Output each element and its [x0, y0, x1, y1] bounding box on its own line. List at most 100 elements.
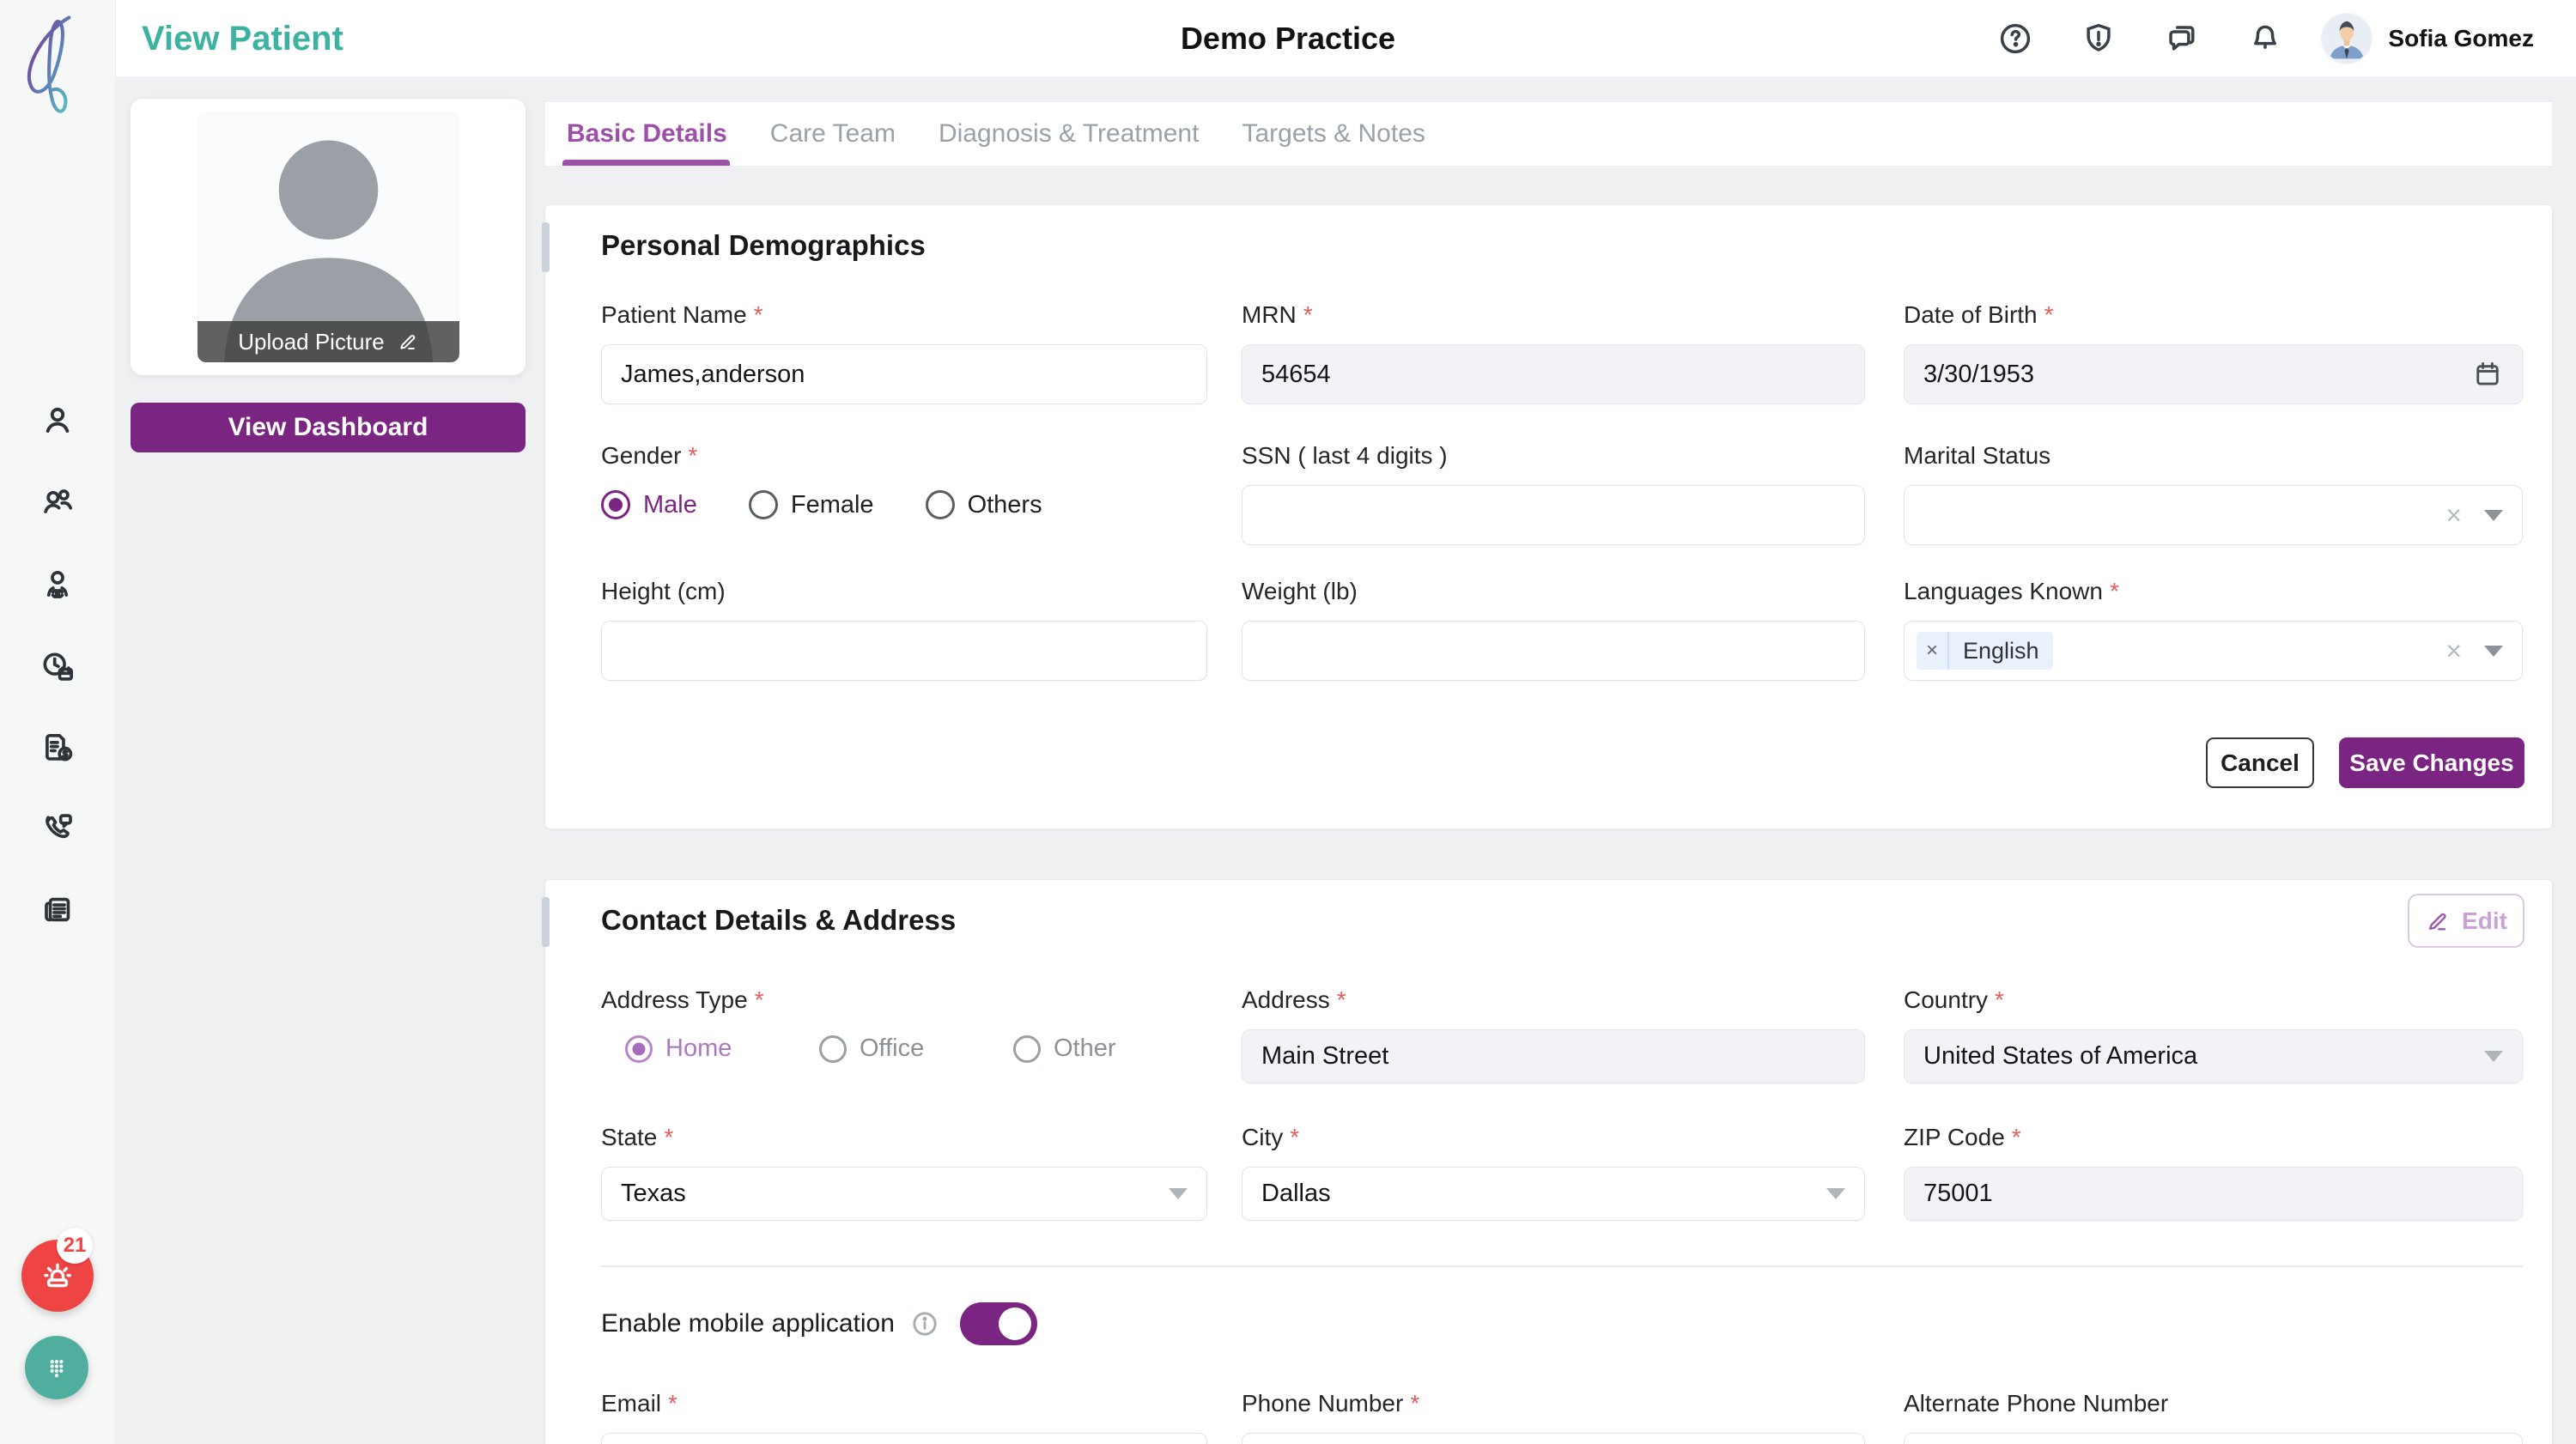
marital-status-label: Marital Status: [1904, 442, 2051, 469]
brand-logo-icon[interactable]: [15, 7, 101, 127]
upload-picture-label: Upload Picture: [238, 328, 385, 355]
country-select: United States of America: [1904, 1029, 2523, 1083]
patient-name-label: Patient Name: [601, 301, 747, 328]
help-icon[interactable]: [1997, 21, 2033, 57]
phone-label: Phone Number: [1242, 1390, 1404, 1417]
patient-photo-placeholder: Upload Picture: [197, 112, 459, 362]
field-address-type: Address Type * Home Office Other: [601, 983, 1207, 1063]
clear-icon[interactable]: ×: [2445, 635, 2462, 666]
mobile-app-toggle[interactable]: [959, 1302, 1037, 1345]
required-marker: *: [664, 1124, 674, 1150]
address-type-radio-other[interactable]: Other: [1013, 1034, 1207, 1063]
field-height: Height (cm): [601, 574, 1207, 681]
language-chip: × English: [1917, 632, 2053, 670]
field-email: Email *: [601, 1386, 1207, 1444]
patient-name-input[interactable]: James,anderson: [601, 344, 1207, 404]
chip-remove-icon[interactable]: ×: [1917, 632, 1949, 670]
tab-basic-details[interactable]: Basic Details: [567, 119, 727, 148]
mobile-app-toggle-label: Enable mobile application: [601, 1309, 895, 1338]
languages-multiselect[interactable]: × English ×: [1904, 621, 2523, 681]
radio-selected-icon: [601, 490, 630, 519]
save-changes-button[interactable]: Save Changes: [2339, 737, 2524, 788]
state-select: Texas: [601, 1167, 1207, 1221]
sidebar-item-schedule-icon[interactable]: [39, 648, 76, 686]
gender-label: Gender: [601, 442, 682, 469]
ssn-input[interactable]: [1242, 485, 1865, 545]
field-mrn: MRN * 54654: [1242, 298, 1865, 404]
gender-radio-female[interactable]: Female: [748, 490, 874, 519]
sidebar-item-billing-icon[interactable]: [39, 728, 76, 766]
cancel-button[interactable]: Cancel: [2206, 737, 2314, 788]
ssn-label: SSN ( last 4 digits ): [1242, 442, 1448, 469]
required-marker: *: [688, 442, 698, 469]
required-marker: *: [2044, 301, 2054, 328]
dob-label: Date of Birth: [1904, 301, 2038, 328]
chevron-down-icon: [1826, 1188, 1845, 1199]
weight-label: Weight (lb): [1242, 578, 1358, 604]
mobile-app-toggle-row: Enable mobile application: [601, 1302, 1037, 1345]
info-icon[interactable]: [910, 1309, 939, 1338]
address-type-radio-home[interactable]: Home: [625, 1034, 819, 1063]
clear-icon[interactable]: ×: [2445, 500, 2462, 531]
dob-input[interactable]: 3/30/1953: [1904, 344, 2523, 404]
mrn-input: 54654: [1242, 344, 1865, 404]
city-select: Dallas: [1242, 1167, 1865, 1221]
gender-radio-others[interactable]: Others: [925, 490, 1042, 519]
alt-phone-label: Alternate Phone Number: [1904, 1390, 2169, 1417]
required-marker: *: [754, 986, 764, 1013]
top-header: View Patient Demo Practice: [116, 0, 2576, 77]
weight-input[interactable]: [1242, 621, 1865, 681]
tab-care-team[interactable]: Care Team: [769, 119, 896, 148]
messages-icon[interactable]: [2164, 21, 2200, 57]
calendar-icon[interactable]: [2472, 359, 2503, 390]
pen-icon: [2429, 913, 2446, 930]
field-languages: Languages Known * × English ×: [1904, 574, 2523, 681]
alert-count-badge: 21: [57, 1228, 93, 1264]
field-marital-status: Marital Status ×: [1904, 439, 2523, 545]
state-label: State: [601, 1124, 658, 1150]
tab-diagnosis-treatment[interactable]: Diagnosis & Treatment: [938, 119, 1200, 148]
section-accent-bar: [542, 222, 550, 272]
gender-radio-male[interactable]: Male: [601, 490, 697, 519]
required-marker: *: [668, 1390, 677, 1417]
field-gender: Gender * Male Female Others: [601, 439, 1207, 519]
sidebar-item-patients-group-icon[interactable]: [39, 483, 76, 521]
required-marker: *: [2109, 578, 2119, 604]
email-input[interactable]: [601, 1433, 1207, 1444]
chevron-down-icon[interactable]: [2484, 509, 2503, 521]
alt-phone-input[interactable]: [1904, 1433, 2523, 1444]
view-dashboard-button[interactable]: View Dashboard: [131, 403, 526, 452]
sidebar-item-records-icon[interactable]: [39, 891, 76, 929]
field-dob: Date of Birth * 3/30/1953: [1904, 298, 2523, 404]
radio-icon: [748, 490, 778, 519]
required-marker: *: [1336, 986, 1346, 1013]
active-tab-indicator: [562, 160, 730, 166]
languages-label: Languages Known: [1904, 578, 2103, 604]
height-input[interactable]: [601, 621, 1207, 681]
required-marker: *: [1995, 986, 2004, 1013]
sidebar-item-provider-icon[interactable]: [39, 566, 76, 604]
tab-targets-notes[interactable]: Targets & Notes: [1242, 119, 1425, 148]
notifications-bell-icon[interactable]: [2247, 21, 2283, 57]
country-label: Country: [1904, 986, 1989, 1013]
sidebar-item-calls-icon[interactable]: [39, 809, 76, 846]
patient-tabs: Basic Details Care Team Diagnosis & Trea…: [545, 102, 2552, 166]
sidebar: 21: [0, 0, 116, 1444]
mrn-label: MRN: [1242, 301, 1297, 328]
field-address: Address * Main Street: [1242, 983, 1865, 1083]
edit-contact-button[interactable]: Edit: [2408, 894, 2524, 948]
required-marker: *: [1303, 301, 1313, 328]
phone-input[interactable]: [1242, 1433, 1865, 1444]
address-type-radio-office[interactable]: Office: [819, 1034, 1013, 1063]
chevron-down-icon[interactable]: [2484, 645, 2503, 657]
alerts-shield-icon[interactable]: [2081, 21, 2117, 57]
dialpad-fab-button[interactable]: [25, 1336, 88, 1399]
user-name[interactable]: Sofia Gomez: [2388, 25, 2534, 52]
marital-status-select[interactable]: ×: [1904, 485, 2523, 545]
upload-picture-button[interactable]: Upload Picture: [197, 321, 459, 362]
section-divider: [601, 1265, 2523, 1267]
required-marker: *: [753, 301, 763, 328]
sidebar-item-patient-icon[interactable]: [39, 402, 76, 440]
user-avatar[interactable]: [2321, 13, 2373, 64]
